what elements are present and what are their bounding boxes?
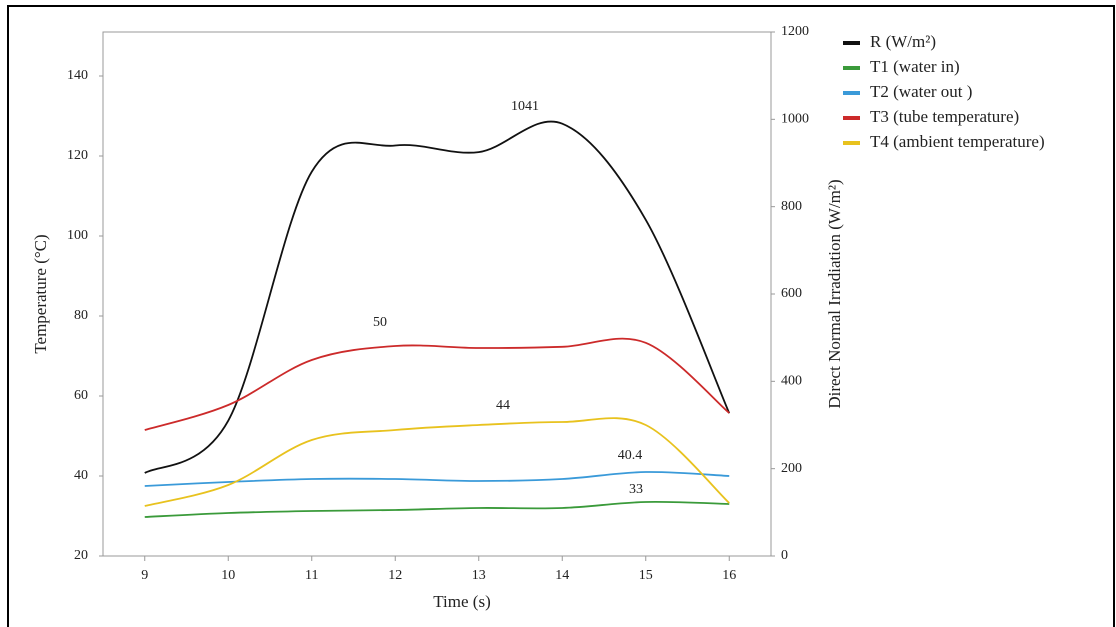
legend-label: T4 (ambient temperature) [870, 132, 1045, 151]
y-tick-label: 100 [67, 228, 88, 243]
legend-label: R (W/m²) [870, 32, 936, 51]
y-tick-label: 60 [74, 388, 88, 403]
series-line [144, 417, 730, 507]
x-tick-label: 10 [221, 568, 235, 583]
series-line [144, 337, 730, 431]
x-tick-label: 11 [305, 568, 318, 583]
x-tick-label: 13 [472, 568, 486, 583]
y2-tick-label: 400 [781, 374, 802, 389]
x-tick-label: 15 [639, 568, 653, 583]
annotation: 33 [629, 482, 643, 497]
x-tick-label: 16 [722, 568, 736, 583]
y2-tick-label: 1000 [781, 112, 809, 127]
legend-label: T3 (tube temperature) [870, 107, 1019, 126]
y-axis-label: Temperature (°C) [31, 234, 50, 353]
annotation: 40.4 [618, 448, 643, 463]
legend-label: T2 (water out ) [870, 82, 972, 101]
x-tick-label: 9 [141, 568, 148, 583]
y2-axis-label: Direct Normal Irradiation (W/m²) [825, 179, 844, 408]
series-line [144, 500, 730, 518]
annotation: 50 [373, 315, 387, 330]
y2-tick-label: 200 [781, 461, 802, 476]
y2-tick-label: 1200 [781, 24, 809, 39]
plot-area [102, 31, 772, 557]
x-tick-label: 14 [555, 568, 569, 583]
legend-label: T1 (water in) [870, 57, 960, 76]
y-tick-label: 140 [67, 68, 88, 83]
x-axis-label: Time (s) [433, 592, 490, 611]
y-tick-label: 120 [67, 148, 88, 163]
y-tick-label: 20 [74, 548, 88, 563]
y-tick-label: 40 [74, 468, 88, 483]
annotation: 44 [496, 398, 510, 413]
y2-tick-label: 0 [781, 548, 788, 563]
x-tick-label: 12 [388, 568, 402, 583]
y2-tick-label: 800 [781, 199, 802, 214]
series-line [144, 120, 731, 474]
annotation: 1041 [511, 99, 539, 114]
y2-tick-label: 600 [781, 286, 802, 301]
y-tick-label: 80 [74, 308, 88, 323]
frame [7, 5, 1115, 627]
